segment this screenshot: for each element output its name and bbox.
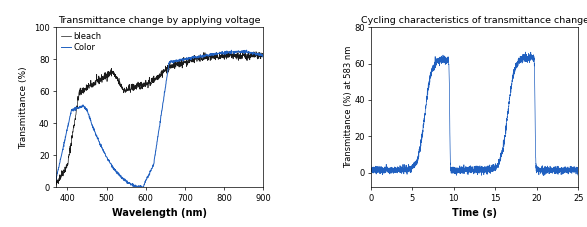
Color bbox=[259, 54, 266, 57]
bleach bbox=[151, 77, 158, 80]
X-axis label: Wavelength (nm): Wavelength (nm) bbox=[112, 208, 207, 218]
Color bbox=[107, 163, 114, 165]
bleach bbox=[259, 55, 266, 58]
Line: Color: Color bbox=[56, 50, 263, 187]
bleach bbox=[52, 184, 59, 187]
Title: Transmittance change by applying voltage: Transmittance change by applying voltage bbox=[58, 16, 261, 25]
bleach bbox=[108, 67, 115, 70]
Y-axis label: Transmittance (%) at 583 nm: Transmittance (%) at 583 nm bbox=[343, 46, 353, 168]
Y-axis label: Transmittance (%): Transmittance (%) bbox=[19, 66, 28, 148]
Color bbox=[65, 123, 72, 126]
bleach bbox=[65, 156, 72, 159]
Color bbox=[151, 158, 158, 161]
bleach bbox=[133, 87, 140, 90]
Color bbox=[109, 166, 116, 169]
Line: bleach: bleach bbox=[56, 52, 263, 185]
Color bbox=[133, 184, 140, 187]
bleach bbox=[52, 183, 59, 186]
Color bbox=[243, 49, 250, 52]
X-axis label: Time (s): Time (s) bbox=[452, 208, 497, 218]
bleach bbox=[59, 171, 66, 173]
Color bbox=[136, 186, 143, 189]
bleach bbox=[224, 50, 231, 53]
bleach bbox=[109, 72, 116, 74]
Legend: bleach, Color: bleach, Color bbox=[60, 31, 102, 53]
Color bbox=[59, 149, 66, 151]
Color bbox=[52, 178, 59, 180]
Title: Cycling characteristics of transmittance change: Cycling characteristics of transmittance… bbox=[360, 16, 587, 25]
